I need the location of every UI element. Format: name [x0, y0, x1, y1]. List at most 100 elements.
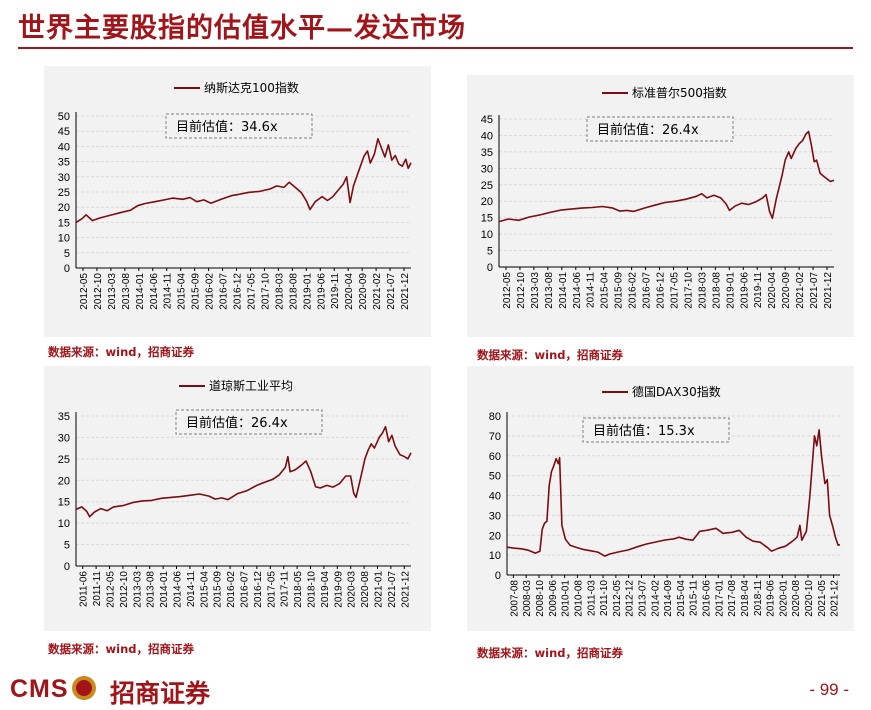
y-tick-label: 5	[64, 248, 70, 260]
series-line	[75, 425, 412, 518]
page-title: 世界主要股指的估值水平—发达市场	[18, 13, 466, 44]
x-tick-label: 2016-07	[240, 571, 251, 608]
y-tick-label: 10	[58, 233, 70, 245]
y-tick-label: 20	[58, 475, 70, 487]
y-tick-label: 40	[481, 130, 493, 142]
x-tick-label: 2008-03	[522, 580, 533, 617]
source-note-dax30: 数据来源：wind，招商证券	[477, 646, 623, 660]
x-tick-label: 2012-05	[79, 273, 90, 310]
y-tick-label: 15	[58, 497, 70, 509]
x-tick-label: 2021-02	[372, 273, 383, 310]
y-tick-label: 25	[481, 180, 493, 192]
y-tick-label: 35	[58, 157, 70, 169]
y-tick-label: 30	[489, 510, 501, 522]
x-tick-label: 2016-12	[233, 273, 244, 310]
series-line	[498, 130, 835, 223]
x-tick-label: 2020-10	[804, 580, 815, 617]
y-tick-label: 0	[487, 262, 493, 274]
y-tick-label: 45	[481, 114, 493, 126]
x-tick-label: 2018-11	[753, 580, 764, 616]
source-note-sp500: 数据来源：wind，招商证券	[477, 348, 623, 362]
x-tick-label: 2014-06	[572, 272, 583, 309]
x-tick-label: 2018-03	[274, 273, 285, 310]
x-tick-label: 2021-01	[374, 571, 385, 608]
x-tick-label: 2016-02	[205, 273, 216, 310]
y-tick-label: 10	[58, 518, 70, 530]
x-tick-label: 2010-08	[573, 580, 584, 617]
legend-label: 纳斯达克100指数	[204, 80, 299, 95]
source-note-nasdaq100: 数据来源：wind，招商证券	[48, 345, 194, 359]
x-tick-label: 2021-05	[817, 580, 828, 617]
x-tick-label: 2012-05	[502, 272, 513, 309]
x-tick-label: 2019-06	[316, 273, 327, 310]
x-tick-label: 2018-08	[711, 272, 722, 309]
x-tick-label: 2012-12	[625, 580, 636, 617]
y-tick-label: 0	[64, 561, 70, 573]
x-tick-label: 2019-11	[330, 273, 341, 309]
y-tick-label: 70	[489, 431, 501, 443]
x-tick-label: 2012-10	[119, 571, 130, 608]
x-tick-label: 2018-10	[307, 571, 318, 608]
x-tick-label: 2017-10	[683, 272, 694, 309]
x-tick-label: 2020-03	[347, 571, 358, 608]
series-line	[75, 138, 412, 224]
y-tick-label: 60	[489, 451, 501, 463]
x-tick-label: 2017-10	[260, 273, 271, 310]
y-tick-label: 50	[58, 111, 70, 123]
x-tick-label: 2018-03	[697, 272, 708, 309]
x-tick-label: 2021-12	[400, 273, 411, 310]
y-tick-label: 20	[489, 530, 501, 542]
y-tick-label: 25	[58, 187, 70, 199]
x-tick-label: 2015-09	[213, 571, 224, 608]
chart-panel-dow-jones: 0 5 10 15 20 25 30 35 2011-06 2011-11 2012-05 2012-…	[44, 366, 431, 631]
x-tick-label: 2015-04	[199, 571, 210, 608]
y-tick-label: 40	[58, 141, 70, 153]
x-tick-label: 2009-06	[548, 580, 559, 617]
x-tick-label: 2017-05	[669, 272, 680, 309]
x-tick-label: 2020-09	[358, 273, 369, 310]
x-tick-label: 2014-11	[186, 571, 197, 607]
chart-svg: 0 5 10 15 20 25 30 35 2011-06 2011-11 2012-05 2012-…	[58, 378, 412, 608]
annotation-box	[586, 116, 734, 142]
y-tick-label: 5	[487, 246, 493, 258]
y-tick-label: 10	[481, 229, 493, 241]
annotation-box	[175, 409, 323, 435]
x-tick-label: 2018-04	[740, 580, 751, 617]
x-tick-label: 2018-05	[293, 571, 304, 608]
y-tick-label: 45	[58, 126, 70, 138]
x-tick-label: 2016-02	[628, 272, 639, 309]
cms-logo-icon	[72, 676, 96, 700]
series-line	[506, 429, 841, 557]
x-tick-label: 2011-11	[92, 571, 103, 607]
x-tick-label: 2021-07	[386, 273, 397, 310]
y-tick-label: 30	[58, 432, 70, 444]
y-tick-label: 30	[481, 163, 493, 175]
x-tick-label: 2016-12	[656, 272, 667, 309]
x-tick-label: 2016-06	[702, 580, 713, 617]
x-tick-label: 2014-01	[159, 571, 170, 608]
chart-panel-sp500: 0 5 10 15 20 25 30 35 40 45 2012-05 2012-10 2013-03 2…	[467, 75, 854, 337]
legend-label: 道琼斯工业平均	[209, 378, 293, 393]
x-tick-label: 2012-10	[516, 272, 527, 309]
x-tick-label: 2021-02	[795, 272, 806, 309]
x-tick-label: 2020-08	[360, 571, 371, 608]
x-tick-label: 2014-01	[558, 272, 569, 309]
y-tick-label: 20	[58, 202, 70, 214]
x-tick-label: 2008-10	[535, 580, 546, 617]
annotation-label: 目前估值：15.3x	[593, 423, 695, 439]
x-tick-label: 2013-03	[107, 273, 118, 310]
x-tick-label: 2013-07	[637, 580, 648, 617]
x-tick-label: 2017-01	[714, 580, 725, 617]
x-tick-label: 2015-09	[191, 273, 202, 310]
y-tick-label: 40	[489, 491, 501, 503]
y-tick-label: 0	[64, 263, 70, 275]
annotation-box	[582, 417, 730, 443]
source-note-dow-jones: 数据来源：wind，招商证券	[48, 642, 194, 656]
x-tick-label: 2018-08	[288, 273, 299, 310]
x-tick-label: 2011-06	[79, 571, 90, 607]
x-tick-label: 2017-08	[727, 580, 738, 617]
x-tick-label: 2016-12	[253, 571, 264, 608]
x-tick-label: 2015-04	[676, 580, 687, 617]
